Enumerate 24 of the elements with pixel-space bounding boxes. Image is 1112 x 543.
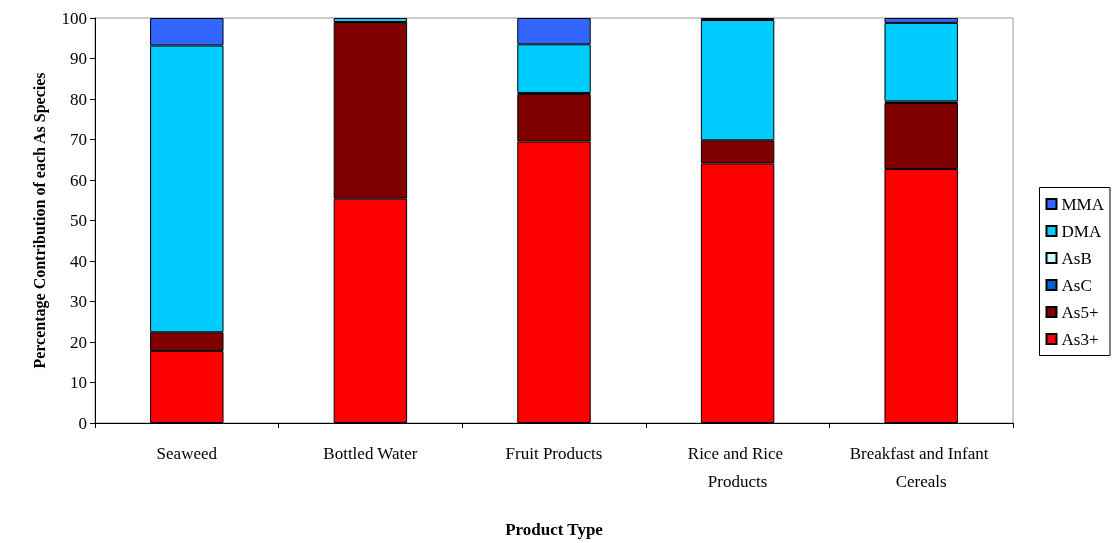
- x-tick-label: Fruit Products: [505, 443, 603, 463]
- y-tick-label: 100: [61, 8, 87, 28]
- y-tick-label: 20: [70, 332, 87, 352]
- y-tick-label: 80: [70, 89, 87, 109]
- y-tick-label: 0: [78, 413, 87, 433]
- y-tick-label: 90: [70, 49, 87, 68]
- x-tick-label: Rice and Rice Products: [687, 443, 788, 491]
- y-tick-label: 70: [70, 130, 87, 149]
- legend-label: MMA: [1061, 194, 1105, 214]
- y-tick-label: 30: [70, 292, 87, 311]
- y-tick-label: 60: [70, 170, 87, 190]
- legend-label: As5+: [1061, 302, 1099, 322]
- legend-label: AsC: [1061, 275, 1092, 295]
- y-tick-label: 50: [70, 211, 87, 230]
- x-tick-label: Seaweed: [156, 443, 218, 463]
- legend-label: As3+: [1061, 329, 1099, 349]
- legend-label: AsB: [1061, 248, 1092, 268]
- legend-label: DMA: [1061, 221, 1102, 241]
- x-axis-title: Product Type: [505, 520, 604, 539]
- y-tick-label: 10: [70, 373, 87, 392]
- x-tick-label: Bottled Water: [323, 443, 418, 463]
- x-tick-label: Breakfast and Infant Cereals: [849, 443, 993, 491]
- y-tick-label: 40: [70, 251, 87, 271]
- y-axis-title: Percentage Contribution of each As Species: [30, 72, 49, 369]
